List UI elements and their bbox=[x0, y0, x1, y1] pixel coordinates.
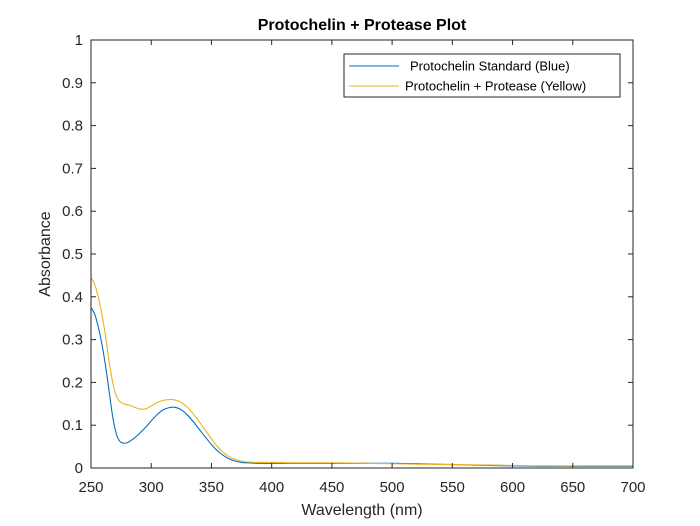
series-layer bbox=[90, 277, 633, 467]
legend-box bbox=[343, 53, 621, 98]
series-line-yellow bbox=[90, 277, 633, 467]
ticks-layer: 250 300 350 400 450 500 550 600 650 700 0 0.1 0.2 0.3… bbox=[62, 32, 645, 496]
y-tick-label: 0.9 bbox=[62, 75, 83, 92]
y-tick-label: 0.2 bbox=[62, 374, 83, 391]
y-tick-label: 1 bbox=[75, 32, 83, 49]
y-tick-label: 0.7 bbox=[62, 160, 83, 177]
y-tick-label: 0.6 bbox=[62, 203, 83, 220]
x-tick-label: 650 bbox=[560, 479, 585, 496]
plot-area bbox=[91, 40, 633, 468]
x-tick-label: 700 bbox=[620, 479, 645, 496]
y-tick-label: 0.8 bbox=[62, 118, 83, 135]
x-tick-label: 550 bbox=[440, 479, 465, 496]
x-axis-label: Wavelength (nm) bbox=[301, 502, 422, 519]
x-tick-label: 250 bbox=[78, 479, 103, 496]
y-axis-label: Absorbance bbox=[37, 211, 54, 296]
x-tick-label: 400 bbox=[259, 479, 284, 496]
x-tick-label: 300 bbox=[139, 479, 164, 496]
x-tick-label: 500 bbox=[380, 479, 405, 496]
plot-frame bbox=[90, 39, 634, 469]
x-tick-label: 600 bbox=[500, 479, 525, 496]
x-tick-label: 450 bbox=[319, 479, 344, 496]
y-tick-label: 0.1 bbox=[62, 417, 83, 434]
y-tick-label: 0 bbox=[75, 460, 83, 477]
y-tick-label: 0.3 bbox=[62, 332, 83, 349]
chart-title: Protochelin + Protease Plot bbox=[258, 17, 467, 34]
legend-label-yellow: Protochelin + Protease (Yellow) bbox=[405, 79, 586, 94]
y-tick-label: 0.5 bbox=[62, 246, 83, 263]
legend: Protochelin Standard (Blue) Protochelin … bbox=[343, 53, 621, 98]
legend-label-blue: Protochelin Standard (Blue) bbox=[410, 59, 570, 74]
y-tick-label: 0.4 bbox=[62, 289, 83, 306]
x-tick-label: 350 bbox=[199, 479, 224, 496]
